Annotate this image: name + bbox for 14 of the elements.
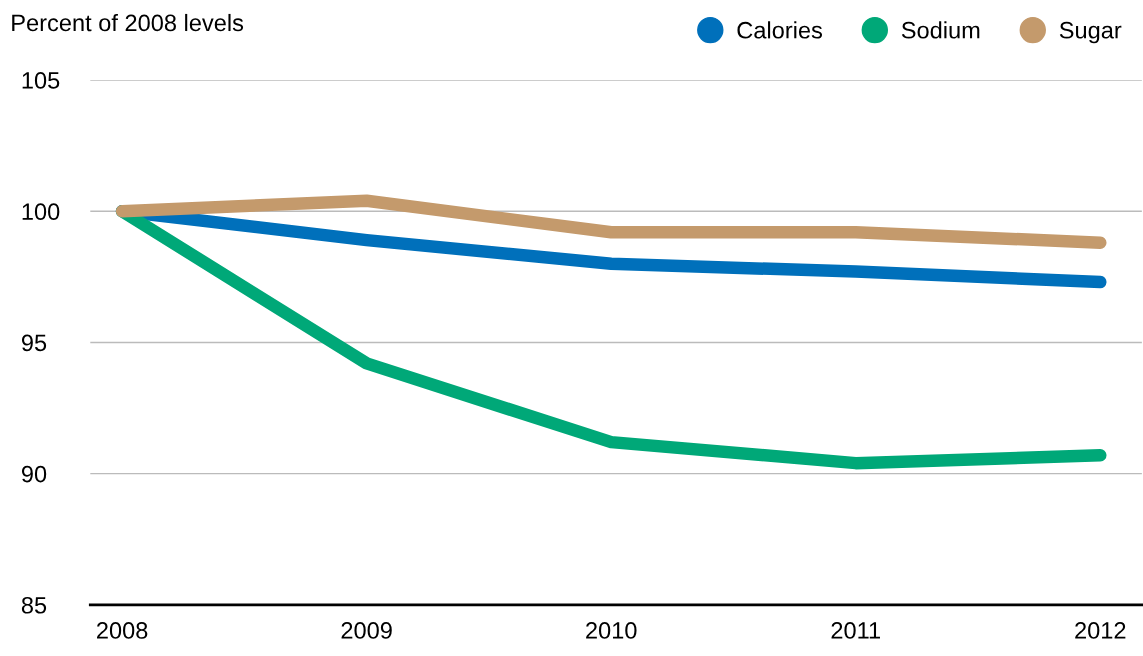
y-tick-label: 105 [22, 72, 60, 89]
y-tick-label: 90 [21, 465, 47, 483]
x-tick-label: 2010 [586, 622, 637, 639]
legend-label: Sodium [901, 21, 980, 39]
x-tick-label: 2008 [97, 622, 148, 639]
legend-label: Calories [737, 21, 823, 39]
x-tick-label: 2012 [1075, 622, 1126, 639]
x-tick-label: 2011 [831, 622, 880, 639]
y-tick-label: 95 [21, 334, 47, 352]
y-axis-title: Percent of 2008 levels [12, 13, 244, 32]
y-tick-label: 85 [21, 596, 47, 614]
legend-label: Sugar [1059, 21, 1122, 44]
x-tick-label: 2009 [341, 622, 392, 639]
y-tick-label: 100 [22, 203, 60, 221]
